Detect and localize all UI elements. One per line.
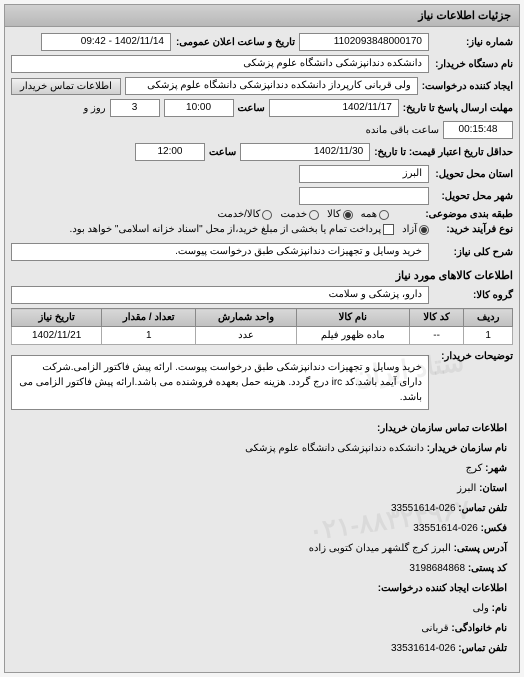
contact-section: اطلاعات تماس سازمان خریدار: نام سازمان خ… <box>11 414 513 666</box>
buyer-org-label: نام دستگاه خریدار: <box>433 59 513 70</box>
creator-value: ولی قربانی کارپرداز دانشکده دندانپزشکی د… <box>125 77 418 95</box>
table-header: تعداد / مقدار <box>102 309 196 327</box>
price-valid-date: 1402/11/30 <box>240 143 370 161</box>
city-value <box>299 187 429 205</box>
contact-postal: 3198684868 <box>409 563 465 574</box>
price-valid-label: حداقل تاریخ اعتبار قیمت: تا تاریخ: <box>374 147 513 158</box>
table-header: واحد شمارش <box>196 309 297 327</box>
buyer-desc-label: توضیحات خریدار: <box>433 351 513 362</box>
table-header: کد کالا <box>409 309 464 327</box>
buyer-org-value: دانشکده دندانپزشکی دانشگاه علوم پزشکی <box>11 55 429 73</box>
creator-title: اطلاعات ایجاد کننده درخواست: <box>378 583 507 594</box>
contact-phone: 026-33551614 <box>391 503 456 514</box>
time-label: ساعت <box>238 103 265 114</box>
contact-province: البرز <box>457 483 476 494</box>
price-valid-time: 12:00 <box>135 143 205 161</box>
radio-service[interactable] <box>309 210 319 220</box>
main-panel: جزئیات اطلاعات نیاز شماره نیاز: 11020938… <box>4 4 520 673</box>
goods-group-value: دارو، پزشکی و سلامت <box>11 286 429 304</box>
table-header: تاریخ نیاز <box>12 309 102 327</box>
radio-goods[interactable] <box>343 210 353 220</box>
public-dt-label: تاریخ و ساعت اعلان عمومی: <box>175 37 295 48</box>
contact-button[interactable]: اطلاعات تماس خریدار <box>11 78 121 95</box>
deadline-time: 10:00 <box>164 99 234 117</box>
deadline-label: مهلت ارسال پاسخ تا تاریخ: <box>403 103 513 114</box>
city-label: شهر محل تحویل: <box>433 191 513 202</box>
checkbox-partial[interactable] <box>383 224 394 235</box>
goods-group-label: گروه کالا: <box>433 290 513 301</box>
remaining-days: 3 <box>110 99 160 117</box>
buyer-desc-value: خرید وسایل و تجهیزات دندانپزشکی طبق درخو… <box>11 355 429 410</box>
creator-name: ولی <box>473 603 489 614</box>
panel-title: جزئیات اطلاعات نیاز <box>5 5 519 27</box>
radio-goods-service[interactable] <box>262 210 272 220</box>
time-label-2: ساعت <box>209 147 236 158</box>
process-label: نوع فرآیند خرید: <box>433 224 513 235</box>
goods-table: ردیفکد کالانام کالاواحد شمارشتعداد / مقد… <box>11 308 513 345</box>
table-header: ردیف <box>464 309 513 327</box>
contact-title: اطلاعات تماس سازمان خریدار: <box>377 423 507 434</box>
contact-fax: 026-33551614 <box>413 523 478 534</box>
contact-org: دانشکده دندانپزشکی دانشگاه علوم پزشکی <box>245 443 424 454</box>
creator-family: قربانی <box>421 623 448 634</box>
goods-section-title: اطلاعات کالاهای مورد نیاز <box>11 269 513 282</box>
deadline-date: 1402/11/17 <box>269 99 399 117</box>
public-dt-value: 1402/11/14 - 09:42 <box>41 33 171 51</box>
process-radio-group: آزاد پرداخت تمام یا بخشی از مبلغ خرید،از… <box>70 224 429 235</box>
contact-city: کرج <box>466 463 483 474</box>
need-title-value: خرید وسایل و تجهیزات دندانپزشکی طبق درخو… <box>11 243 429 261</box>
remaining-time: 00:15:48 <box>443 121 513 139</box>
creator-tel: 026-33531614 <box>391 643 456 654</box>
req-no-label: شماره نیاز: <box>433 37 513 48</box>
category-label: طبقه بندی موضوعی: <box>393 209 513 220</box>
province-value: البرز <box>299 165 429 183</box>
contact-addr: البرز کرج گلشهر میدان کتوبی زاده <box>309 543 451 554</box>
radio-free[interactable] <box>419 225 429 235</box>
need-title-label: شرح کلی نیاز: <box>433 247 513 258</box>
province-label: استان محل تحویل: <box>433 169 513 180</box>
table-row: 1--ماده ظهور فیلمعدد11402/11/21 <box>12 327 513 345</box>
days-label: روز و <box>83 103 105 114</box>
remaining-suffix: ساعت باقی مانده <box>366 125 439 136</box>
radio-all[interactable] <box>379 210 389 220</box>
category-radio-group: همه کالا خدمت کالا/خدمت <box>218 209 389 220</box>
table-header: نام کالا <box>296 309 409 327</box>
req-no-value: 1102093848000170 <box>299 33 429 51</box>
creator-label: ایجاد کننده درخواست: <box>422 81 513 92</box>
